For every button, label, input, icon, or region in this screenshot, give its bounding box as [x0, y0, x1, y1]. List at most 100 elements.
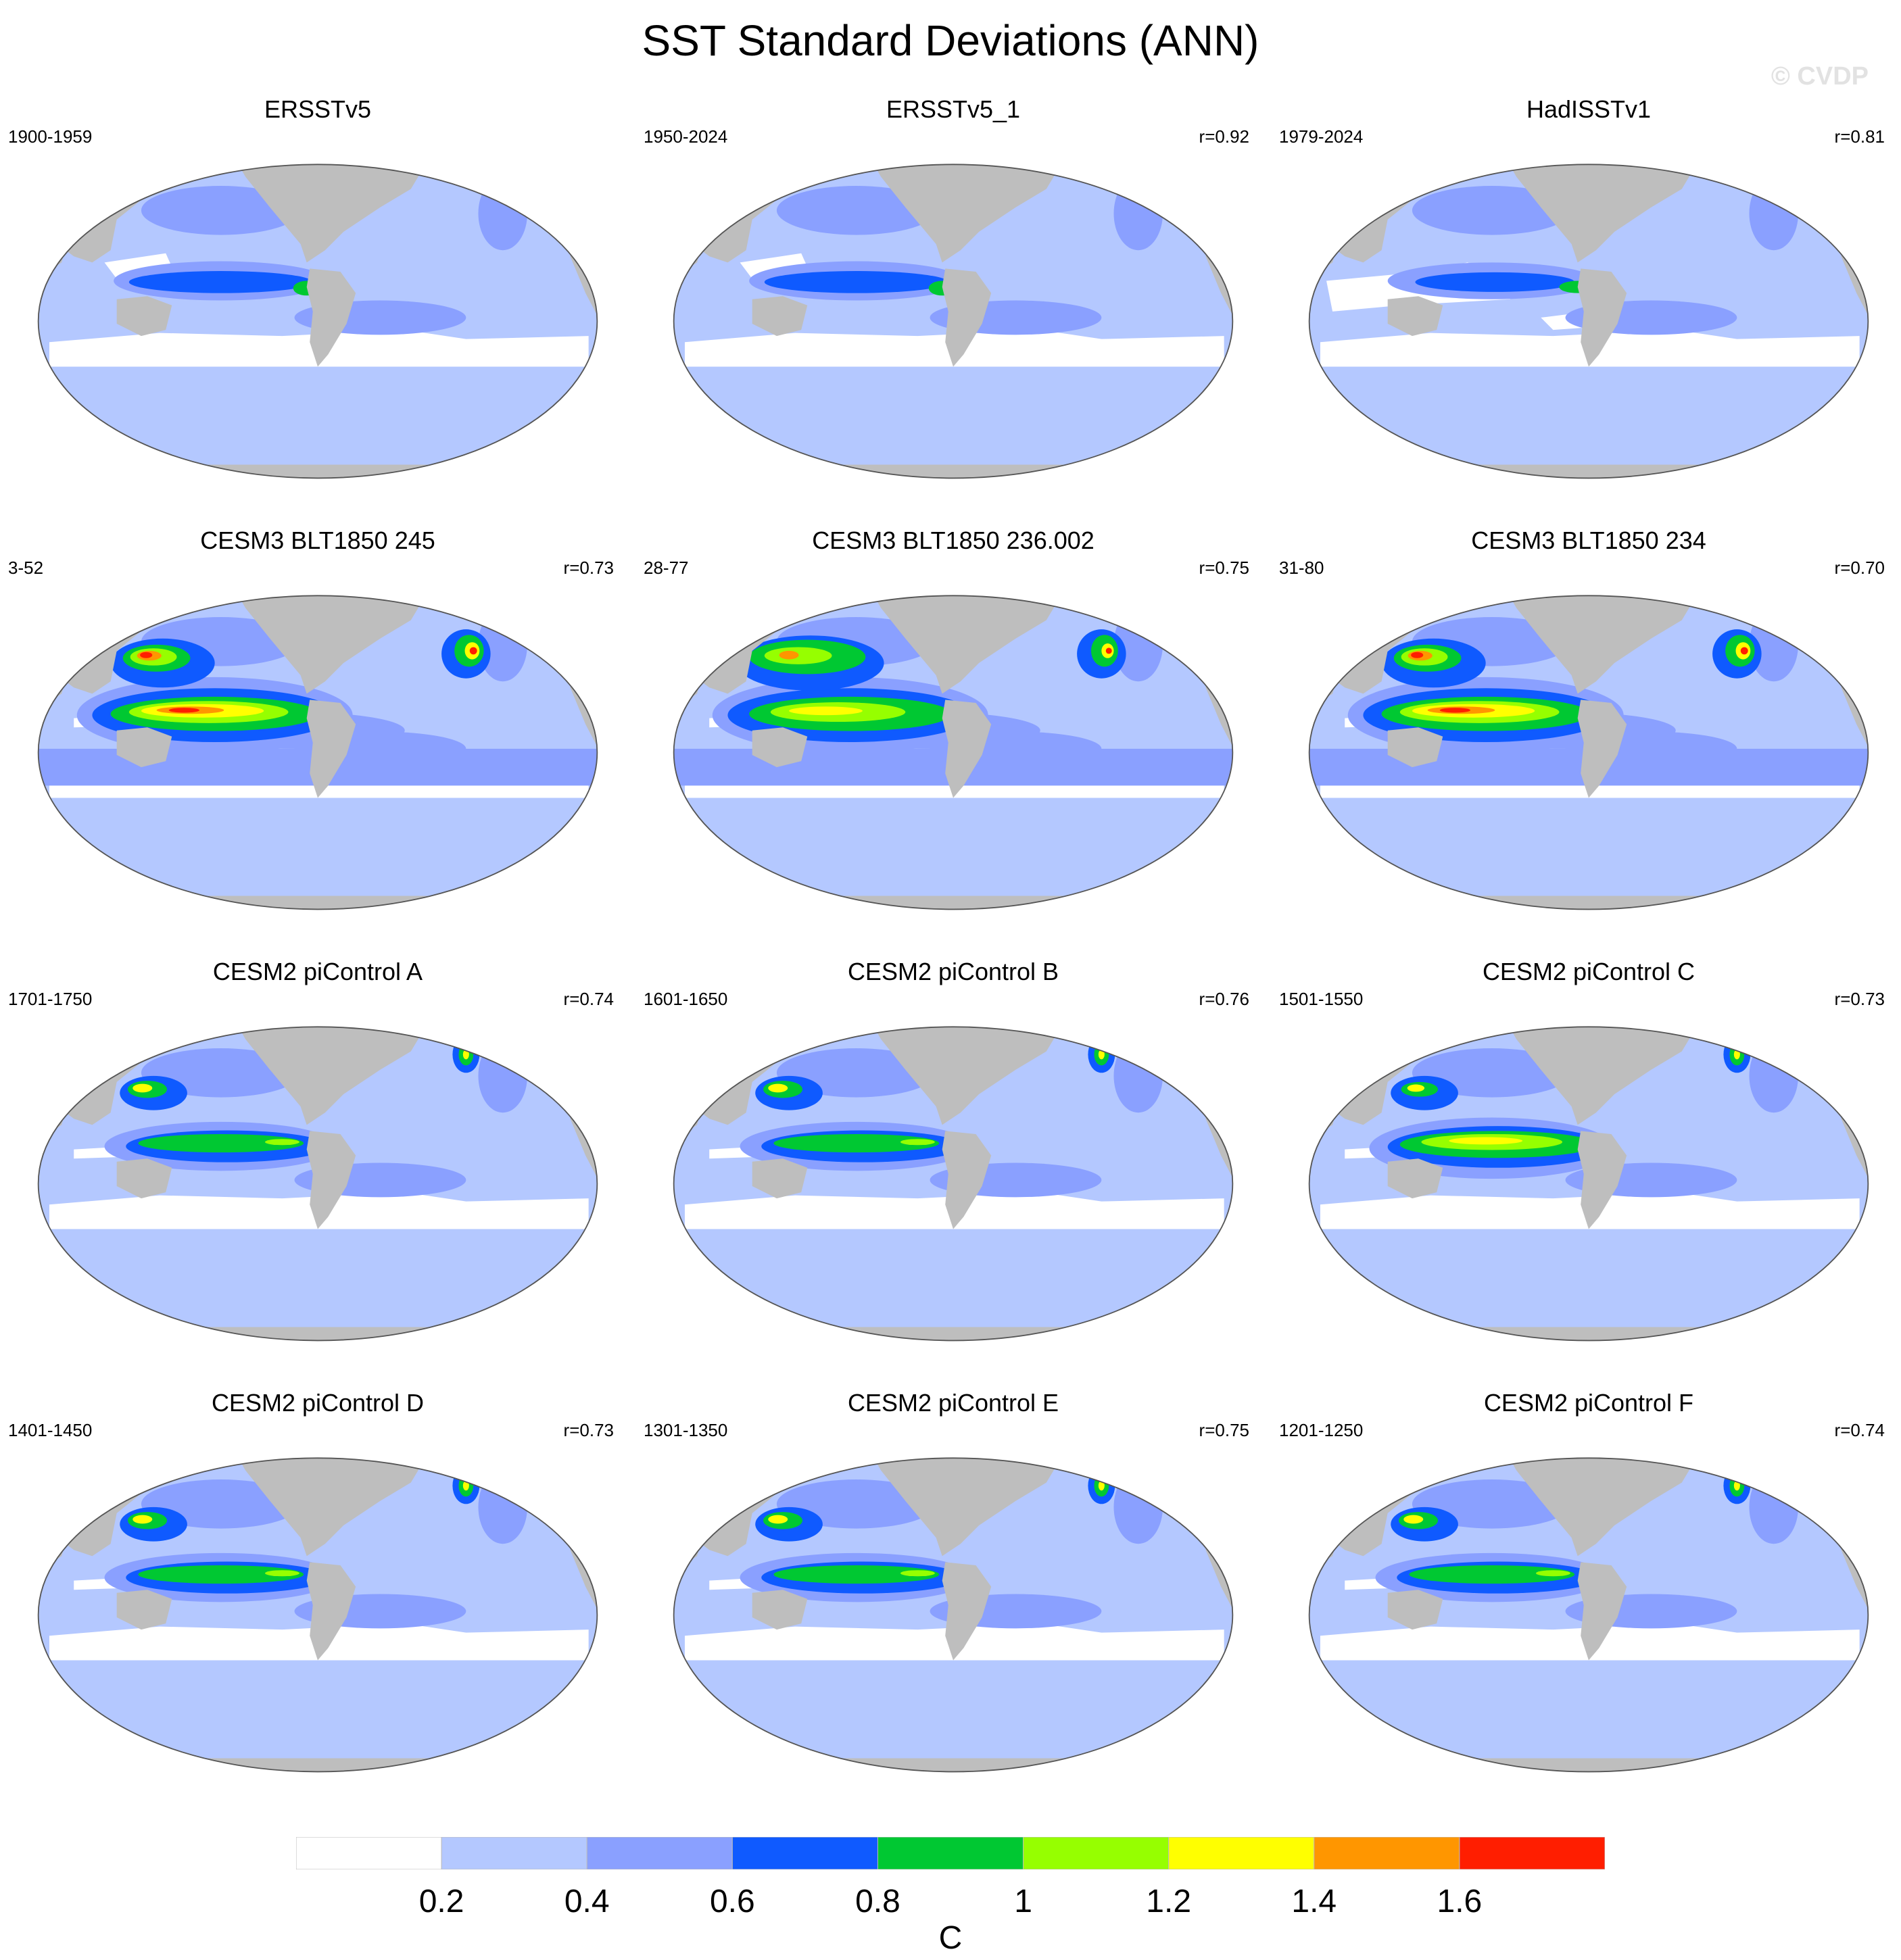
sst-map [673, 1026, 1234, 1342]
antarctica-land [38, 1758, 598, 1772]
panel-correlation: r=0.74 [1834, 1420, 1885, 1440]
kuroshio-level-2 [1407, 1084, 1425, 1092]
map-panel: CESM3 BLT1850 234 31-80 r=0.70 [1279, 526, 1898, 945]
panel-period: 1301-1350 [644, 1420, 728, 1440]
panel-period: 31-80 [1279, 558, 1324, 578]
colorbar-segment [1023, 1837, 1170, 1869]
panel-correlation: r=0.92 [1199, 126, 1249, 147]
enso-band-level-1 [128, 271, 313, 293]
enso-band-level-4 [1449, 1137, 1523, 1145]
map-outline [673, 1026, 1234, 1342]
australia-land [752, 727, 808, 768]
panel-period: 1401-1450 [8, 1420, 93, 1440]
map-outline [673, 164, 1234, 479]
enso-band-level-2 [773, 1565, 940, 1584]
panel-correlation: r=0.76 [1199, 989, 1249, 1009]
colorbar-segment [1459, 1837, 1605, 1869]
panel-title: CESM3 BLT1850 236.002 [812, 526, 1094, 554]
panel-period: 1979-2024 [1279, 126, 1364, 147]
panel-title: CESM3 BLT1850 245 [200, 526, 435, 554]
gulf-stream-level-2 [462, 1049, 469, 1060]
map-panel: ERSSTv5_1 1950-2024 r=0.92 [644, 95, 1263, 514]
gulf-stream-level-3 [1105, 647, 1112, 654]
panel-title: HadISSTv1 [1526, 95, 1652, 123]
kuroshio-level-3 [779, 650, 799, 660]
enso-band-level-1 [764, 271, 948, 293]
south-america-land [306, 268, 356, 367]
antarctica-land [1309, 1327, 1869, 1341]
sst-map [673, 595, 1234, 910]
australia-land [116, 1590, 172, 1630]
enso-band-level-2 [773, 1133, 940, 1153]
panel-correlation: r=0.70 [1834, 558, 1885, 578]
panel-title: ERSSTv5_1 [886, 95, 1021, 123]
sst-map [1308, 595, 1869, 910]
enso-band-level-2 [138, 1565, 304, 1584]
panel-title: CESM2 piControl E [847, 1389, 1059, 1417]
map-panel: CESM3 BLT1850 236.002 28-77 r=0.75 [644, 526, 1263, 945]
map-outline [37, 595, 598, 910]
gulf-stream-level-2 [1098, 1480, 1105, 1491]
panel-correlation: r=0.73 [563, 558, 614, 578]
colorbar-tick-label: 1.6 [1437, 1884, 1483, 1919]
cvdp-watermark: © CVDP [1771, 62, 1869, 91]
australia-land [1387, 1590, 1443, 1630]
panel-title: CESM2 piControl A [212, 958, 423, 985]
figure-title: SST Standard Deviations (ANN) [642, 16, 1259, 65]
enso-band-level-6 [1439, 708, 1471, 713]
panel-title: CESM2 piControl D [211, 1389, 425, 1417]
gulf-stream-level-2 [1098, 1049, 1105, 1060]
antarctica-land [673, 896, 1233, 910]
panel-period: 1701-1750 [8, 989, 93, 1009]
enso-band-level-4 [789, 706, 863, 716]
australia-land [1387, 296, 1443, 337]
kuroshio-level-2 [133, 1515, 153, 1524]
panel-period: 1501-1550 [1279, 989, 1364, 1009]
south-america-land [1577, 1562, 1627, 1661]
australia-land [116, 1158, 172, 1199]
colorbar-tick-label: 0.2 [418, 1884, 464, 1919]
australia-land [1387, 727, 1443, 768]
enso-band-level-3 [900, 1570, 935, 1577]
enso-band-level-3 [1536, 1570, 1570, 1577]
colorbar-unit: C [938, 1920, 963, 1956]
antarctica-land [1309, 896, 1869, 910]
panel-correlation: r=0.81 [1834, 126, 1885, 147]
south-america-land [1577, 268, 1627, 367]
map-outline [37, 1026, 598, 1342]
colorbar-segment [441, 1837, 587, 1869]
kuroshio-level-2 [133, 1083, 153, 1093]
north-pacific-moderate [776, 186, 936, 235]
panel-title: CESM3 BLT1850 234 [1471, 526, 1706, 554]
map-panel: CESM2 piControl C 1501-1550 r=0.73 [1279, 957, 1898, 1376]
map-outline [1308, 1457, 1869, 1773]
enso-band-level-2 [138, 1133, 304, 1153]
enso-band-level-3 [265, 1139, 299, 1146]
colorbar-segment [731, 1837, 878, 1869]
kuroshio-level-2 [768, 1515, 788, 1524]
sst-map [37, 1026, 598, 1342]
map-outline [1308, 164, 1869, 479]
map-panel: CESM2 piControl F 1201-1250 r=0.74 [1279, 1388, 1898, 1807]
sst-map [673, 164, 1234, 479]
map-outline [37, 1457, 598, 1773]
panel-period: 1950-2024 [644, 126, 728, 147]
colorbar-segment [586, 1837, 733, 1869]
australia-land [1387, 1158, 1443, 1199]
antarctica-land [1309, 1758, 1869, 1772]
map-panel: CESM3 BLT1850 245 3-52 r=0.73 [8, 526, 627, 945]
enso-band-level-3 [900, 1139, 935, 1146]
kuroshio-level-2 [1403, 1515, 1424, 1524]
colorbar-tick-label: 1.4 [1291, 1884, 1337, 1919]
antarctica-land [673, 1327, 1233, 1341]
map-outline [1308, 595, 1869, 910]
south-america-land [942, 1562, 992, 1661]
sst-map [1308, 1026, 1869, 1342]
south-america-land [942, 700, 992, 798]
gulf-stream-level-2 [1733, 1480, 1740, 1491]
panel-correlation: r=0.74 [563, 989, 614, 1009]
colorbar-tick-label: 0.6 [709, 1884, 755, 1919]
south-america-land [942, 1131, 992, 1229]
colorbar-tick-label: 1 [1014, 1884, 1032, 1919]
panel-correlation: r=0.75 [1199, 558, 1249, 578]
